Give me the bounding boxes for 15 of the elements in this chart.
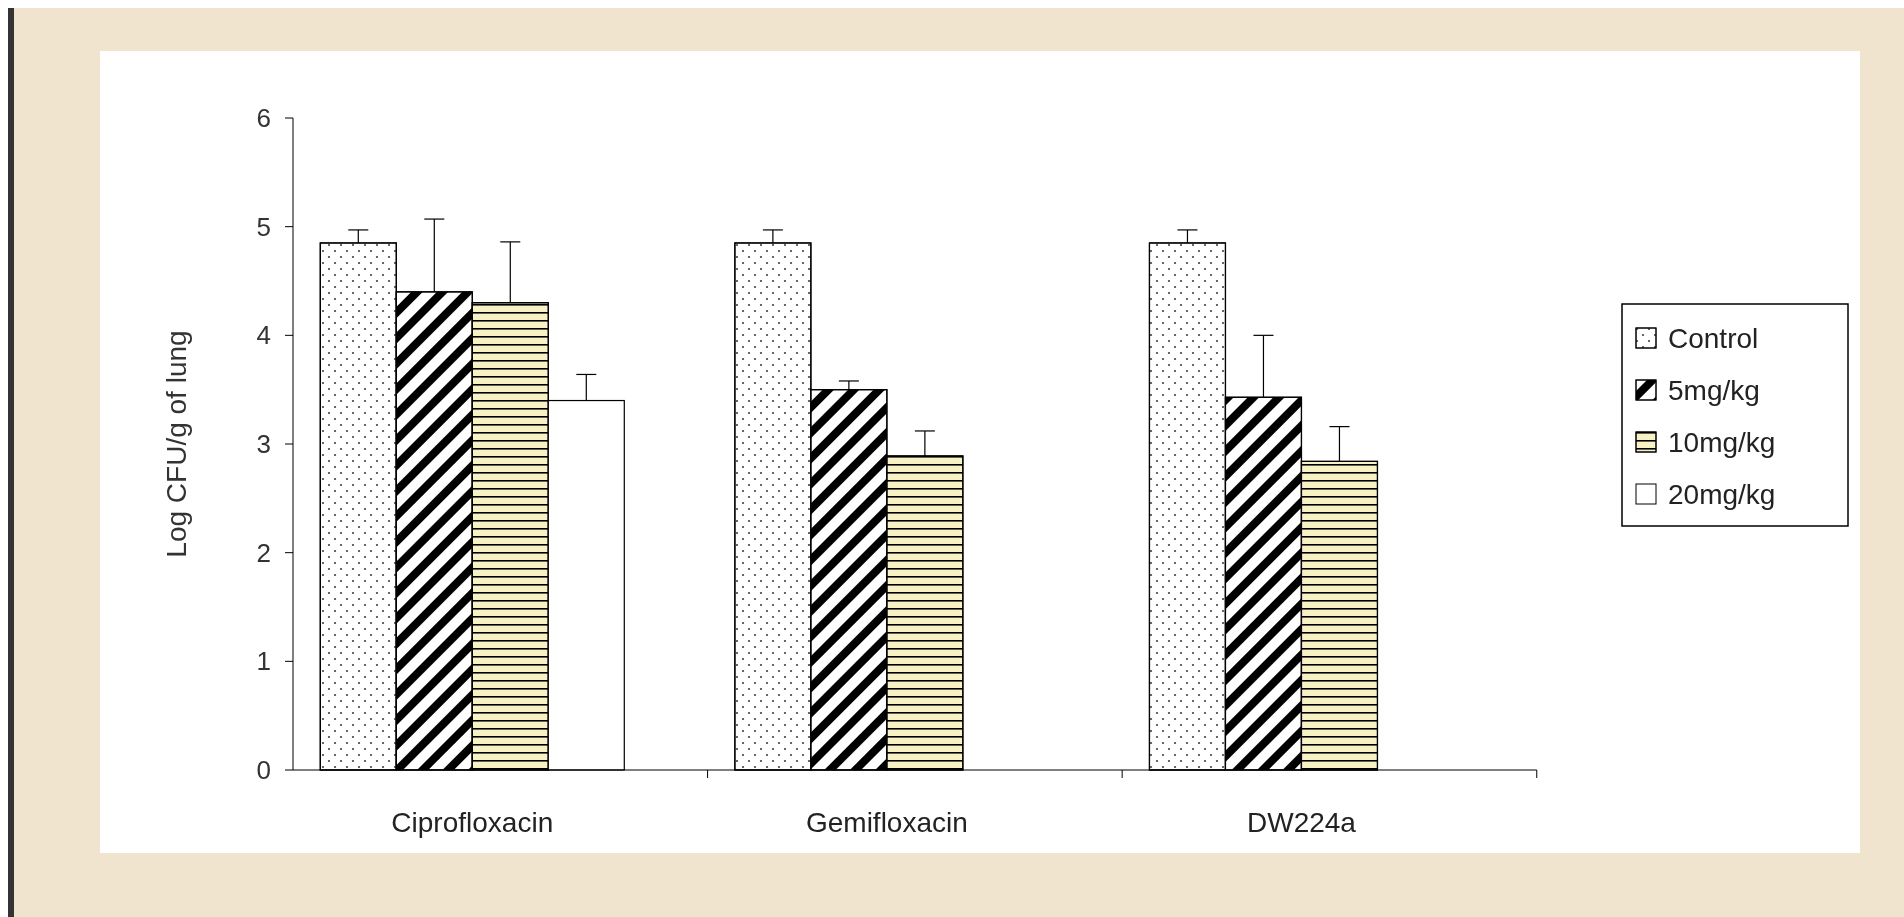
legend-label: Control bbox=[1668, 322, 1759, 354]
legend-label: 5mg/kg bbox=[1668, 374, 1760, 406]
x-tick-label: Gemifloxacin bbox=[805, 807, 968, 838]
y-tick-label: 1 bbox=[256, 646, 271, 677]
y-tick-label: 2 bbox=[256, 537, 271, 568]
legend-label: 10mg/kg bbox=[1668, 426, 1776, 458]
y-tick-label: 4 bbox=[256, 320, 271, 351]
y-tick-label: 5 bbox=[256, 211, 271, 242]
legend-label: 20mg/kg bbox=[1668, 478, 1776, 510]
y-tick-label: 0 bbox=[256, 755, 271, 786]
y-tick-label: 3 bbox=[256, 429, 271, 460]
x-tick-label: Ciprofloxacin bbox=[391, 807, 554, 838]
y-tick-label: 6 bbox=[256, 103, 271, 134]
y-axis-title: Log CFU/g of lung bbox=[161, 330, 192, 558]
x-tick-label: DW224a bbox=[1246, 807, 1357, 838]
